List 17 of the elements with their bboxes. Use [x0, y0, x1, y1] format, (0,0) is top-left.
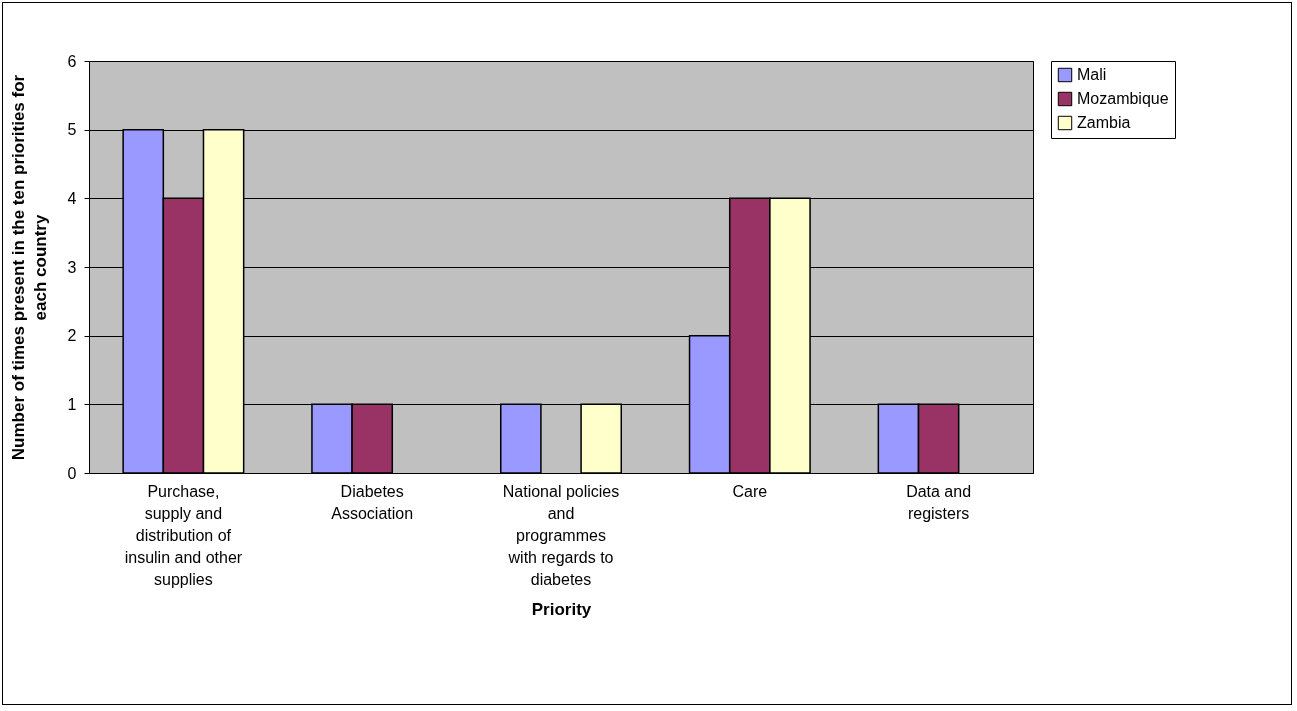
x-tick-label: Diabetes Association [331, 482, 414, 522]
y-tick-label: 3 [67, 258, 77, 276]
x-tick-label: Data and registers [906, 482, 972, 522]
y-tick-label: 1 [67, 395, 77, 413]
y-tick-label: 0 [67, 464, 77, 482]
x-tick-label: Purchase, supply and distribution of insulin and other supplies [124, 482, 243, 588]
y-tick-label: 6 [67, 52, 77, 70]
y-tick-label: 2 [67, 327, 77, 345]
legend-label: Mozambique [1077, 90, 1169, 107]
x-tick-label: National policies and programmes with regards to diabetes [502, 482, 620, 588]
x-axis-title: Priority [531, 599, 592, 619]
legend-label: Mali [1077, 66, 1107, 83]
y-tick-label: 5 [67, 121, 77, 139]
legend-label: Zambia [1077, 114, 1131, 131]
y-axis-title: Number of times present in the ten priorities for each country [8, 74, 50, 461]
y-tick-label: 4 [67, 189, 77, 207]
x-tick-label: Care [732, 482, 768, 500]
